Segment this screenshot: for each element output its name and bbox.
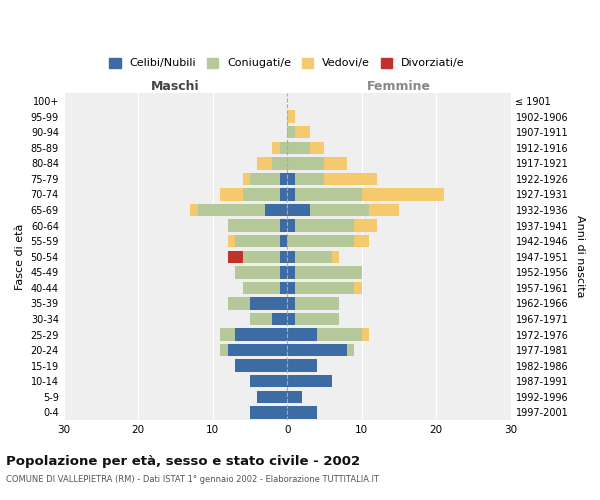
- Bar: [287, 142, 310, 154]
- Bar: [287, 313, 295, 325]
- Bar: [242, 282, 280, 294]
- Bar: [257, 157, 272, 170]
- Bar: [227, 250, 242, 263]
- Bar: [317, 328, 362, 341]
- Bar: [242, 250, 280, 263]
- Bar: [369, 204, 399, 216]
- Bar: [250, 375, 287, 388]
- Bar: [272, 313, 287, 325]
- Bar: [250, 313, 272, 325]
- Bar: [265, 204, 287, 216]
- Bar: [287, 220, 295, 232]
- Bar: [332, 250, 340, 263]
- Bar: [242, 188, 280, 200]
- Bar: [287, 282, 295, 294]
- Bar: [287, 204, 310, 216]
- Bar: [280, 282, 287, 294]
- Bar: [198, 204, 265, 216]
- Bar: [220, 328, 235, 341]
- Bar: [287, 172, 295, 185]
- Bar: [287, 250, 295, 263]
- Bar: [295, 250, 332, 263]
- Bar: [347, 344, 354, 356]
- Text: Femmine: Femmine: [367, 80, 431, 94]
- Bar: [227, 344, 287, 356]
- Bar: [227, 220, 280, 232]
- Bar: [190, 204, 198, 216]
- Bar: [287, 406, 317, 418]
- Y-axis label: Anni di nascita: Anni di nascita: [575, 216, 585, 298]
- Bar: [235, 360, 287, 372]
- Text: Maschi: Maschi: [151, 80, 200, 94]
- Y-axis label: Fasce di età: Fasce di età: [15, 224, 25, 290]
- Bar: [235, 266, 280, 278]
- Bar: [280, 250, 287, 263]
- Bar: [310, 142, 325, 154]
- Bar: [280, 172, 287, 185]
- Bar: [250, 172, 280, 185]
- Bar: [280, 235, 287, 248]
- Bar: [287, 390, 302, 403]
- Bar: [287, 188, 295, 200]
- Bar: [280, 220, 287, 232]
- Bar: [227, 297, 250, 310]
- Bar: [272, 157, 287, 170]
- Bar: [287, 297, 295, 310]
- Bar: [310, 204, 369, 216]
- Bar: [287, 360, 317, 372]
- Bar: [280, 142, 287, 154]
- Bar: [242, 172, 250, 185]
- Bar: [295, 266, 362, 278]
- Bar: [325, 157, 347, 170]
- Bar: [354, 282, 362, 294]
- Bar: [354, 220, 377, 232]
- Bar: [272, 142, 280, 154]
- Legend: Celibi/Nubili, Coniugati/e, Vedovi/e, Divorziati/e: Celibi/Nubili, Coniugati/e, Vedovi/e, Di…: [105, 53, 469, 73]
- Bar: [295, 188, 362, 200]
- Bar: [250, 406, 287, 418]
- Bar: [287, 344, 347, 356]
- Bar: [235, 328, 287, 341]
- Bar: [295, 297, 340, 310]
- Bar: [295, 126, 310, 138]
- Bar: [287, 126, 295, 138]
- Bar: [287, 375, 332, 388]
- Bar: [257, 390, 287, 403]
- Bar: [287, 235, 354, 248]
- Bar: [295, 313, 340, 325]
- Bar: [220, 344, 227, 356]
- Text: Popolazione per età, sesso e stato civile - 2002: Popolazione per età, sesso e stato civil…: [6, 455, 360, 468]
- Bar: [287, 328, 317, 341]
- Bar: [280, 188, 287, 200]
- Bar: [287, 110, 295, 123]
- Text: COMUNE DI VALLEPIETRA (RM) - Dati ISTAT 1° gennaio 2002 - Elaborazione TUTTITALI: COMUNE DI VALLEPIETRA (RM) - Dati ISTAT …: [6, 475, 379, 484]
- Bar: [227, 235, 235, 248]
- Bar: [250, 297, 287, 310]
- Bar: [295, 282, 354, 294]
- Bar: [325, 172, 377, 185]
- Bar: [280, 266, 287, 278]
- Bar: [287, 157, 325, 170]
- Bar: [220, 188, 242, 200]
- Bar: [295, 172, 325, 185]
- Bar: [287, 266, 295, 278]
- Bar: [362, 188, 443, 200]
- Bar: [354, 235, 369, 248]
- Bar: [295, 220, 354, 232]
- Bar: [362, 328, 369, 341]
- Bar: [235, 235, 280, 248]
